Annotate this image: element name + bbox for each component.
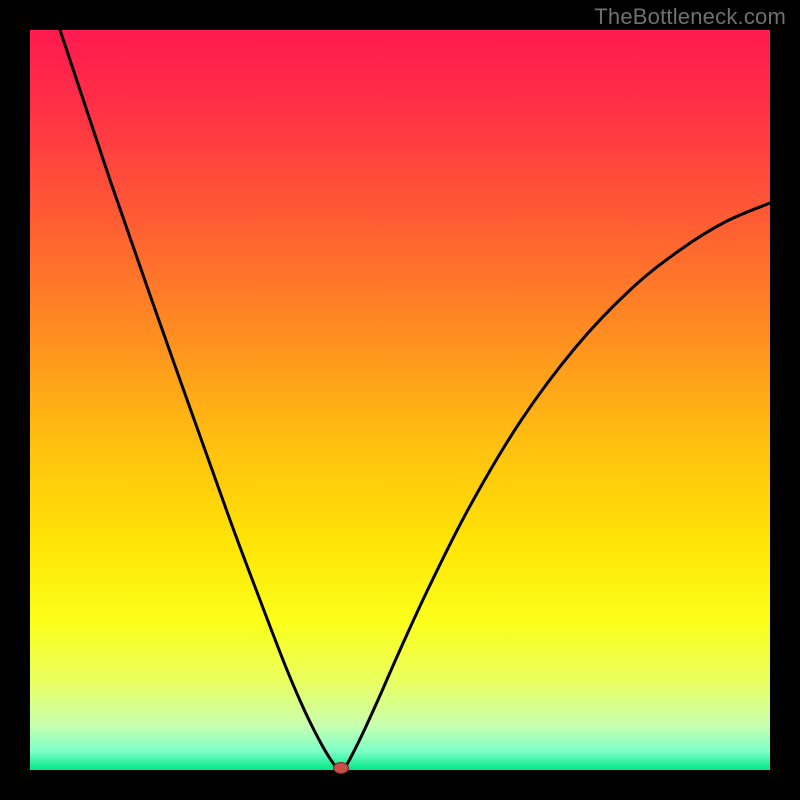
watermark-text: TheBottleneck.com — [594, 4, 786, 30]
bottleneck-curve — [30, 30, 770, 770]
curve-path — [60, 30, 770, 770]
chart-container: TheBottleneck.com — [0, 0, 800, 800]
plot-area — [30, 30, 770, 770]
optimal-point-marker — [333, 762, 349, 774]
